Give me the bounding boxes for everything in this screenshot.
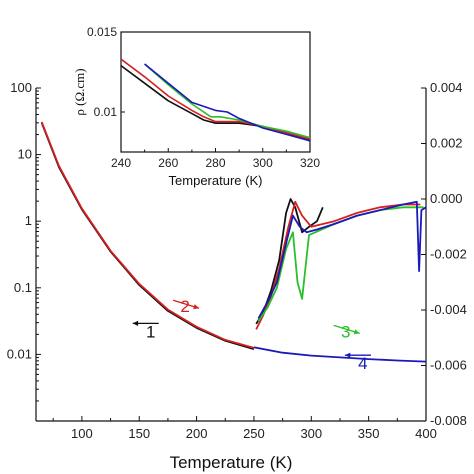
series-line-5	[257, 206, 424, 322]
x-axis-title: Temperature (K)	[170, 453, 293, 472]
y-right-tick-label: 0.002	[430, 136, 463, 151]
annotation-arrowhead	[353, 329, 360, 335]
inset-x-tick-label: 240	[111, 156, 131, 170]
annotation-label: 3	[341, 322, 350, 341]
y-right-tick-label: 0.004	[430, 80, 463, 95]
y-right-tick-label: 0.000	[430, 191, 463, 206]
x-tick-label: 350	[358, 426, 380, 441]
y-left-tick-label: 10	[18, 147, 32, 162]
series-line-6	[257, 200, 427, 319]
inset-plot: 240 260 280 300 320 0.01 0.015 Temperature (K) ρ…	[72, 25, 320, 188]
annotation-label: 4	[358, 354, 367, 373]
inset-y-tick-label: 0.01	[94, 105, 118, 119]
inset-frame	[120, 31, 311, 153]
annotation-arrowhead	[344, 352, 351, 358]
series-line-2	[253, 346, 427, 363]
inset-x-tick-label: 300	[253, 156, 273, 170]
y-right-tick-label: -0.006	[430, 358, 467, 373]
inset-x-tick-label: 320	[300, 156, 320, 170]
inset-x-tick-label: 260	[158, 156, 178, 170]
y-left-tick-label: 1	[25, 213, 32, 228]
annotation-arrowhead	[193, 304, 200, 310]
annotation-label: 1	[146, 322, 155, 341]
x-tick-label: 300	[300, 426, 322, 441]
x-tick-label: 100	[71, 426, 93, 441]
x-tick-label: 400	[415, 426, 437, 441]
inset-y-axis-title: ρ (Ω.cm)	[72, 68, 87, 115]
inset-y-tick-label: 0.015	[87, 25, 117, 39]
inset-x-axis-title: Temperature (K)	[169, 173, 263, 188]
y-left-tick-label: 0.01	[7, 346, 32, 361]
y-right-tick-label: -0.002	[430, 247, 467, 262]
y-right-tick-label: -0.008	[430, 413, 467, 428]
inset-series-line-3	[144, 63, 311, 142]
y-right-tick-label: -0.004	[430, 302, 467, 317]
annotation-arrowhead	[132, 320, 139, 327]
inset-x-tick-label: 280	[205, 156, 225, 170]
y-left-tick-label: 0.1	[14, 280, 32, 295]
inset-series-line-2	[144, 63, 311, 139]
series-line-1	[40, 121, 255, 349]
x-tick-label: 250	[243, 426, 265, 441]
x-tick-label: 150	[128, 426, 150, 441]
series-line-3	[255, 198, 324, 325]
annotation-label: 2	[180, 297, 189, 316]
y-left-tick-label: 100	[10, 80, 32, 95]
x-tick-label: 200	[186, 426, 208, 441]
main-plot: 100 150 200 250 300 350 400 0.01 0.1 1 10 100 0.004 0…	[7, 80, 467, 472]
